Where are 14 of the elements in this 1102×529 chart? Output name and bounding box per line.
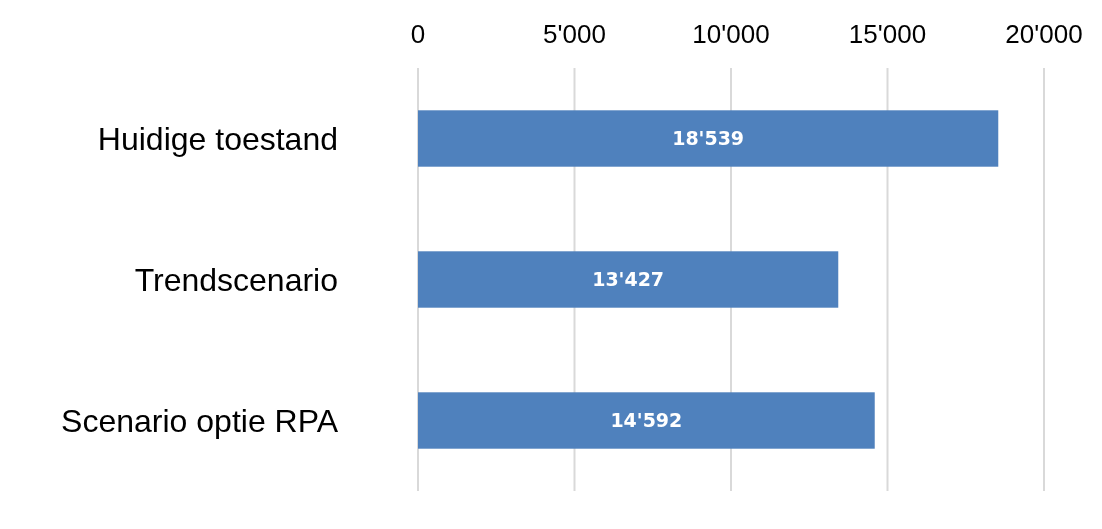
x-tick-label: 0	[410, 19, 426, 49]
x-tick-label: 10'000	[692, 19, 770, 49]
data-label: 18'539	[672, 127, 745, 150]
bar	[418, 110, 999, 167]
y-tick-label: Scenario optie RPA	[61, 402, 339, 439]
bar	[418, 392, 875, 449]
x-tick-label: 5'000	[543, 19, 606, 49]
data-label: 13'427	[592, 268, 665, 291]
x-tick-label: 20'000	[1005, 19, 1083, 49]
x-tick-label: 15'000	[848, 19, 927, 49]
data-label: 14'592	[610, 409, 683, 432]
bar	[418, 251, 839, 308]
y-tick-label: Trendscenario	[134, 261, 338, 298]
y-tick-label: Huidige toestand	[97, 120, 338, 157]
